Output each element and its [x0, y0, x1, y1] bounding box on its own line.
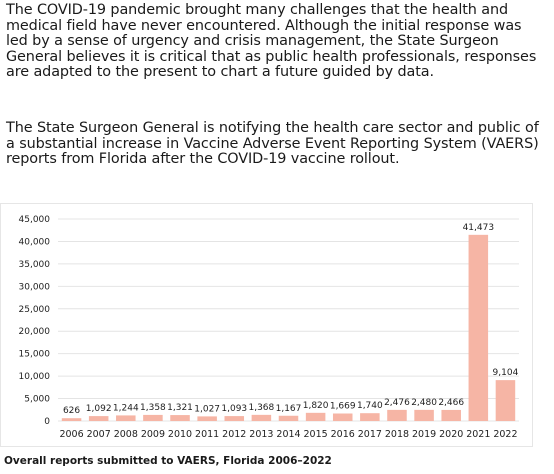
x-tick-label: 2019 — [412, 429, 436, 440]
bar — [495, 380, 516, 421]
data-label: 1,669 — [330, 402, 356, 412]
x-tick-label: 2010 — [168, 429, 192, 440]
y-tick-label: 20,000 — [19, 327, 51, 337]
y-tick-label: 40,000 — [19, 237, 51, 247]
bar — [441, 409, 461, 421]
x-tick-label: 2020 — [439, 429, 463, 440]
chart-caption: Overall reports submitted to VAERS, Flor… — [4, 455, 332, 467]
bar — [143, 414, 163, 421]
data-label: 626 — [63, 406, 80, 416]
data-label: 1,368 — [248, 403, 274, 413]
x-tick-label: 2006 — [59, 429, 83, 440]
bar — [332, 413, 353, 421]
y-tick-label: 45,000 — [19, 215, 51, 225]
bar — [88, 416, 109, 421]
y-tick-label: 10,000 — [19, 372, 51, 382]
data-label: 1,321 — [167, 403, 193, 413]
bar — [414, 409, 434, 421]
x-tick-label: 2012 — [222, 429, 246, 440]
bar — [360, 413, 380, 421]
x-tick-label: 2021 — [466, 429, 490, 440]
data-label: 1,740 — [357, 401, 383, 411]
chart-container: 0 5,000 10,000 15,000 20,000 25,000 30,000 35,0… — [0, 203, 533, 447]
x-tick-label: 2022 — [493, 429, 517, 440]
y-tick-label: 30,000 — [19, 282, 51, 292]
bar — [197, 416, 217, 421]
y-tick-label: 25,000 — [19, 305, 51, 315]
bar — [61, 418, 82, 421]
x-tick-label: 2015 — [304, 429, 328, 440]
y-tick-label: 15,000 — [19, 350, 51, 360]
bar — [387, 409, 407, 421]
x-tick-label: 2011 — [195, 429, 219, 440]
data-label: 1,027 — [194, 404, 220, 414]
vaers-bar-chart: 0 5,000 10,000 15,000 20,000 25,000 30,000 35,0… — [19, 215, 519, 440]
x-tick-label: 2009 — [141, 429, 165, 440]
bar — [116, 415, 136, 421]
bar — [224, 416, 245, 421]
data-label: 1,820 — [303, 401, 329, 411]
data-label: 1,093 — [221, 404, 247, 414]
paragraph-intro: The COVID-19 pandemic brought many chall… — [6, 2, 537, 81]
x-tick-label: 2013 — [249, 429, 273, 440]
bar — [278, 415, 299, 421]
x-tick-label: 2008 — [114, 429, 138, 440]
bar — [468, 234, 489, 421]
bar — [305, 412, 326, 421]
bar — [251, 414, 272, 421]
data-label: 9,104 — [493, 368, 519, 378]
data-label: 1,092 — [86, 404, 112, 414]
data-label: 1,244 — [113, 403, 139, 413]
data-label: 2,466 — [438, 398, 464, 408]
data-label: 2,476 — [384, 398, 410, 408]
x-tick-label: 2014 — [276, 429, 300, 440]
paragraph-notice: The State Surgeon General is notifying t… — [6, 120, 539, 168]
y-tick-label: 35,000 — [19, 260, 51, 270]
data-label: 41,473 — [463, 223, 495, 233]
x-tick-label: 2018 — [385, 429, 409, 440]
data-label: 1,358 — [140, 403, 166, 413]
x-tick-label: 2007 — [87, 429, 111, 440]
y-tick-label: 0 — [44, 417, 50, 427]
x-tick-label: 2016 — [331, 429, 355, 440]
data-label: 2,480 — [411, 398, 437, 408]
y-tick-label: 5,000 — [24, 395, 50, 405]
bar — [170, 415, 190, 421]
x-tick-label: 2017 — [358, 429, 382, 440]
data-label: 1,167 — [276, 404, 302, 414]
